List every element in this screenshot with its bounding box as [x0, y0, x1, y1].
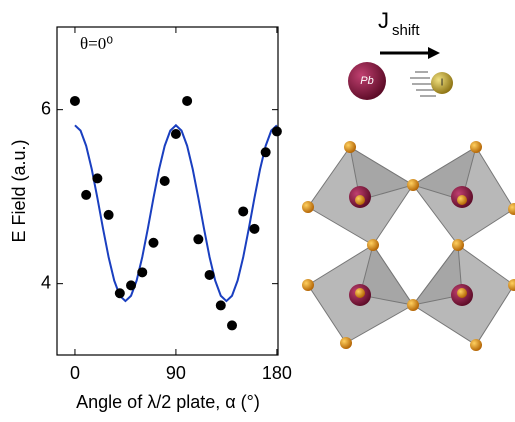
- y-tick-label: 4: [41, 272, 51, 292]
- data-point: [115, 288, 125, 298]
- data-point: [227, 320, 237, 330]
- data-point: [126, 280, 136, 290]
- data-point: [238, 206, 248, 216]
- x-tick-label: 90: [166, 363, 186, 383]
- data-point: [70, 96, 80, 106]
- arrow-head: [428, 47, 440, 59]
- data-point: [171, 129, 181, 139]
- y-axis-label: E Field (a.u.): [9, 139, 29, 242]
- illustration: J shift Pb I: [302, 8, 515, 351]
- x-tick-label: 0: [70, 363, 80, 383]
- data-point: [137, 267, 147, 277]
- data-point: [272, 126, 282, 136]
- current-subscript: shift: [392, 22, 420, 39]
- data-point: [81, 190, 91, 200]
- data-point: [205, 270, 215, 280]
- pb-label: Pb: [360, 75, 373, 87]
- plot: θ=0⁰ Angle of λ/2 plate, α (°) E Field (…: [9, 27, 292, 412]
- data-point: [160, 176, 170, 186]
- data-point: [261, 147, 271, 157]
- data-point: [182, 96, 192, 106]
- data-point: [104, 210, 114, 220]
- data-point: [148, 238, 158, 248]
- data-point: [193, 234, 203, 244]
- annotation: θ=0⁰: [80, 34, 113, 53]
- i-label: I: [441, 78, 444, 89]
- data-point: [216, 300, 226, 310]
- x-axis-label: Angle of λ/2 plate, α (°): [76, 392, 260, 412]
- data-point: [92, 173, 102, 183]
- octahedra: [308, 147, 514, 345]
- x-tick-label: 180: [262, 363, 292, 383]
- current-label: J: [378, 8, 389, 33]
- data-point: [249, 224, 259, 234]
- y-tick-label: 6: [41, 98, 51, 118]
- figure: θ=0⁰ Angle of λ/2 plate, α (°) E Field (…: [0, 0, 515, 417]
- plot-frame: [57, 27, 278, 355]
